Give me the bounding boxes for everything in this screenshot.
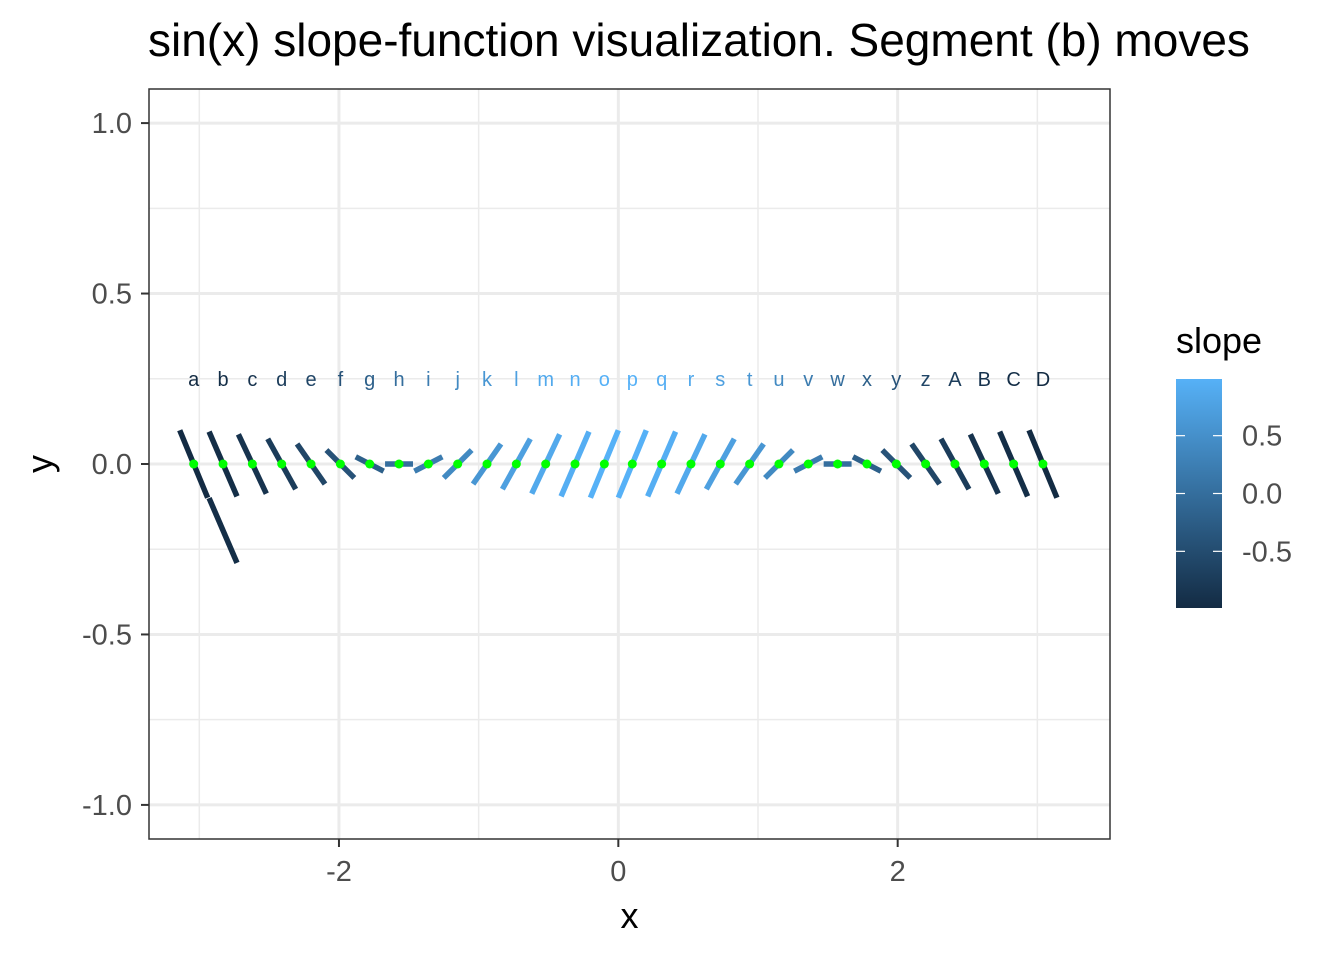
data-point-l	[511, 459, 521, 469]
segment-label-r: r	[688, 369, 695, 391]
y-axis-title: y	[19, 455, 60, 473]
segment-label-b: b	[217, 369, 228, 391]
data-point-C	[1009, 459, 1019, 469]
x-tick-label: 0	[610, 856, 626, 888]
x-axis-title: x	[621, 895, 639, 936]
data-point-i	[423, 459, 433, 469]
data-point-x	[862, 459, 872, 469]
legend-tick-label: -0.5	[1242, 536, 1292, 568]
data-point-e	[306, 459, 316, 469]
y-tick-label: 0.0	[92, 449, 132, 481]
segment-label-h: h	[393, 369, 404, 391]
data-point-s	[715, 459, 725, 469]
data-point-v	[803, 459, 813, 469]
data-point-b	[218, 459, 228, 469]
data-point-g	[365, 459, 375, 469]
legend: slope 0.5 0.0 -0.5	[1176, 320, 1292, 608]
data-point-r	[686, 459, 696, 469]
moved-segment-b	[206, 497, 240, 564]
segment-label-u: u	[773, 369, 784, 391]
data-point-B	[979, 459, 989, 469]
data-point-m	[541, 459, 551, 469]
x-tick-label: -2	[326, 856, 352, 888]
data-point-a	[189, 459, 199, 469]
data-point-d	[277, 459, 287, 469]
data-point-c	[247, 459, 257, 469]
y-tick-label: 0.5	[92, 279, 132, 311]
segment-label-o: o	[599, 369, 610, 391]
segment-label-z: z	[921, 369, 931, 391]
legend-title: slope	[1176, 320, 1262, 361]
segment-label-j: j	[454, 369, 459, 391]
chart-title: sin(x) slope-function visualization. Seg…	[148, 14, 1250, 66]
data-points	[189, 459, 1048, 469]
data-point-u	[774, 459, 784, 469]
legend-ticks: 0.5 0.0 -0.5	[1176, 421, 1292, 568]
data-point-p	[627, 459, 637, 469]
data-point-q	[657, 459, 667, 469]
data-point-A	[950, 459, 960, 469]
segment-label-f: f	[338, 369, 344, 391]
segment-label-l: l	[514, 369, 518, 391]
legend-tick-label: 0.0	[1242, 479, 1282, 511]
data-point-n	[570, 459, 580, 469]
data-point-t	[745, 459, 755, 469]
segment-label-k: k	[482, 369, 493, 391]
segment-label-c: c	[247, 369, 257, 391]
segment-label-t: t	[747, 369, 753, 391]
data-point-o	[599, 459, 609, 469]
segment-label-p: p	[627, 369, 638, 391]
segment-label-m: m	[537, 369, 554, 391]
segment-label-y: y	[891, 369, 901, 391]
x-axis: -2 0 2	[326, 839, 906, 888]
data-point-j	[453, 459, 463, 469]
segment-label-v: v	[803, 369, 813, 391]
segment-label-x: x	[862, 369, 872, 391]
segment-label-s: s	[715, 369, 725, 391]
segment-label-A: A	[948, 369, 962, 391]
segment-label-g: g	[364, 369, 375, 391]
data-point-D	[1038, 459, 1048, 469]
segment-label-e: e	[305, 369, 316, 391]
y-axis: -1.0 -0.5 0.0 0.5 1.0	[82, 108, 149, 822]
segment-label-d: d	[276, 369, 287, 391]
segment-label-n: n	[569, 369, 580, 391]
data-point-w	[833, 459, 843, 469]
segment-label-D: D	[1036, 369, 1050, 391]
segment-label-a: a	[188, 369, 200, 391]
y-tick-label: -1.0	[82, 790, 132, 822]
y-tick-label: 1.0	[92, 108, 132, 140]
segment-label-C: C	[1006, 369, 1020, 391]
segment-label-q: q	[656, 369, 667, 391]
segment-label-w: w	[829, 369, 845, 391]
data-point-f	[335, 459, 345, 469]
segment-label-B: B	[978, 369, 991, 391]
data-point-h	[394, 459, 404, 469]
segment-label-i: i	[426, 369, 430, 391]
data-point-z	[921, 459, 931, 469]
x-tick-label: 2	[890, 856, 906, 888]
legend-tick-label: 0.5	[1242, 421, 1282, 453]
data-point-y	[891, 459, 901, 469]
data-point-k	[482, 459, 492, 469]
y-tick-label: -0.5	[82, 619, 132, 651]
